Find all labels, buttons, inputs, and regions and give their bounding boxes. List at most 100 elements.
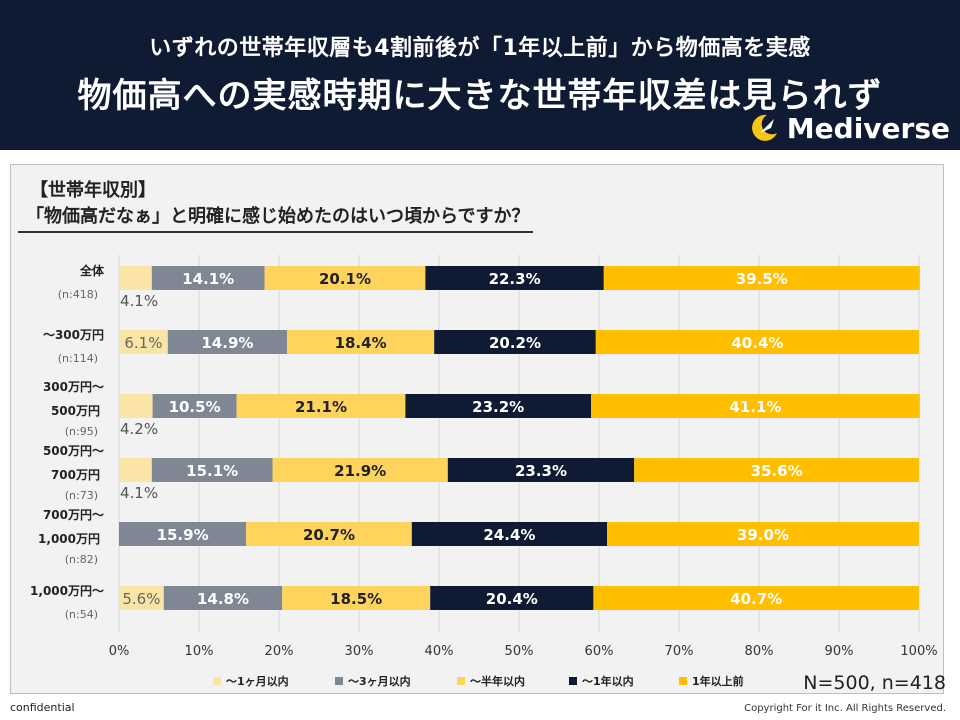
data-label: 39.0% bbox=[737, 526, 789, 544]
headline-title: 物価高への実感時期に大きな世帯年収差は見られず bbox=[77, 76, 883, 116]
legend-swatch bbox=[457, 677, 465, 685]
data-label: 40.7% bbox=[730, 590, 782, 608]
bar-segment bbox=[593, 586, 919, 610]
data-label: 6.1% bbox=[124, 334, 162, 352]
bar-segment bbox=[119, 458, 152, 482]
data-label: 20.7% bbox=[303, 526, 355, 544]
bar-segment bbox=[151, 266, 265, 290]
legend-swatch bbox=[213, 677, 221, 685]
bar-segment bbox=[430, 586, 594, 610]
bar-segment bbox=[603, 266, 920, 290]
data-label: 4.1% bbox=[120, 292, 158, 310]
question-text: 「物価高だなぁ」と明確に感じ始めたのはいつ頃からですか？ bbox=[18, 202, 534, 233]
bar-segment bbox=[119, 266, 152, 290]
data-label: 4.1% bbox=[120, 484, 158, 502]
bar-segment bbox=[411, 522, 607, 546]
data-label: 14.8% bbox=[197, 590, 249, 608]
x-tick-label: 30% bbox=[345, 644, 374, 659]
data-label: 10.5% bbox=[169, 398, 221, 416]
sample-size-note: N=500, n=418 bbox=[803, 672, 946, 694]
data-label: 23.2% bbox=[472, 398, 524, 416]
bar-segment bbox=[282, 586, 431, 610]
bar-segment bbox=[119, 586, 164, 610]
x-tick-label: 20% bbox=[265, 644, 294, 659]
bar-segment bbox=[119, 522, 247, 546]
x-tick-label: 0% bbox=[109, 644, 130, 659]
data-label: 21.1% bbox=[295, 398, 347, 416]
bar-segment bbox=[272, 458, 448, 482]
data-label: 24.4% bbox=[483, 526, 535, 544]
x-tick-label: 50% bbox=[505, 644, 534, 659]
x-tick-label: 10% bbox=[185, 644, 214, 659]
bar-segment bbox=[246, 522, 412, 546]
bar-segment bbox=[119, 330, 168, 354]
data-label: 14.1% bbox=[182, 270, 234, 288]
moon-rocket-icon bbox=[751, 114, 777, 141]
data-label: 20.1% bbox=[319, 270, 371, 288]
bar-segment bbox=[287, 330, 435, 354]
legend-label: ～半年以内 bbox=[470, 674, 525, 688]
category-label: ～300万円 bbox=[43, 328, 104, 342]
legend-label: 1年以上前 bbox=[692, 674, 744, 688]
data-label: 21.9% bbox=[334, 462, 386, 480]
x-tick-label: 70% bbox=[665, 644, 694, 659]
data-label: 20.4% bbox=[486, 590, 538, 608]
category-n-label: (n:114) bbox=[58, 352, 98, 365]
data-label: 39.5% bbox=[736, 270, 788, 288]
x-tick-label: 80% bbox=[745, 644, 774, 659]
data-label: 15.1% bbox=[186, 462, 238, 480]
legend-label: ～1ヶ月以内 bbox=[226, 674, 289, 688]
confidential-label: confidential bbox=[10, 701, 75, 714]
data-label: 5.6% bbox=[122, 590, 160, 608]
data-label: 23.3% bbox=[515, 462, 567, 480]
header-banner: いずれの世帯年収層も4割前後が「1年以上前」から物価高を実感 物価高への実感時期… bbox=[0, 0, 960, 150]
category-label: 300万円～ bbox=[43, 380, 104, 394]
x-tick-label: 40% bbox=[425, 644, 454, 659]
data-label: 40.4% bbox=[731, 334, 783, 352]
category-n-label: (n:54) bbox=[65, 608, 98, 621]
bar-segment bbox=[119, 394, 153, 418]
category-label: 1,000万円 bbox=[38, 532, 100, 546]
legend-swatch bbox=[679, 677, 687, 685]
category-label: 全体 bbox=[79, 263, 105, 278]
bar-segment bbox=[151, 458, 273, 482]
category-label: 500万円 bbox=[51, 404, 100, 418]
category-label: 700万円～ bbox=[43, 508, 104, 522]
copyright-text: Copyright For it Inc. All Rights Reserve… bbox=[744, 703, 946, 714]
bar-segment bbox=[607, 522, 919, 546]
bar-segment bbox=[634, 458, 919, 482]
data-label: 18.5% bbox=[330, 590, 382, 608]
bar-segment bbox=[167, 330, 287, 354]
x-tick-label: 90% bbox=[825, 644, 854, 659]
logo-text: Mediverse bbox=[786, 111, 950, 145]
data-label: 20.2% bbox=[489, 334, 541, 352]
bar-segment bbox=[595, 330, 919, 354]
category-n-label: (n:95) bbox=[65, 425, 98, 438]
headline-subtitle: いずれの世帯年収層も4割前後が「1年以上前」から物価高を実感 bbox=[149, 36, 811, 61]
bar-segment bbox=[264, 266, 426, 290]
category-label: 700万円 bbox=[51, 468, 100, 482]
brand-logo: Mediverse bbox=[747, 108, 950, 148]
data-label: 22.3% bbox=[489, 270, 541, 288]
data-label: 18.4% bbox=[335, 334, 387, 352]
bar-segment bbox=[163, 586, 283, 610]
legend-label: ～1年以内 bbox=[582, 674, 634, 688]
bar-segment bbox=[425, 266, 604, 290]
bar-segment bbox=[152, 394, 237, 418]
data-label: 4.2% bbox=[120, 420, 158, 438]
bar-segment bbox=[236, 394, 406, 418]
x-tick-label: 100% bbox=[900, 644, 937, 659]
question-heading: 【世帯年収別】 bbox=[30, 180, 156, 201]
category-n-label: (n:418) bbox=[58, 288, 98, 301]
category-label: 500万円～ bbox=[43, 444, 104, 458]
category-label: 1,000万円～ bbox=[30, 584, 104, 598]
bar-segment bbox=[405, 394, 591, 418]
legend-swatch bbox=[335, 677, 343, 685]
category-n-label: (n:82) bbox=[65, 553, 98, 566]
data-label: 41.1% bbox=[729, 398, 781, 416]
category-n-label: (n:73) bbox=[65, 489, 98, 502]
data-label: 14.9% bbox=[201, 334, 253, 352]
data-label: 15.9% bbox=[157, 526, 209, 544]
bar-segment bbox=[434, 330, 596, 354]
